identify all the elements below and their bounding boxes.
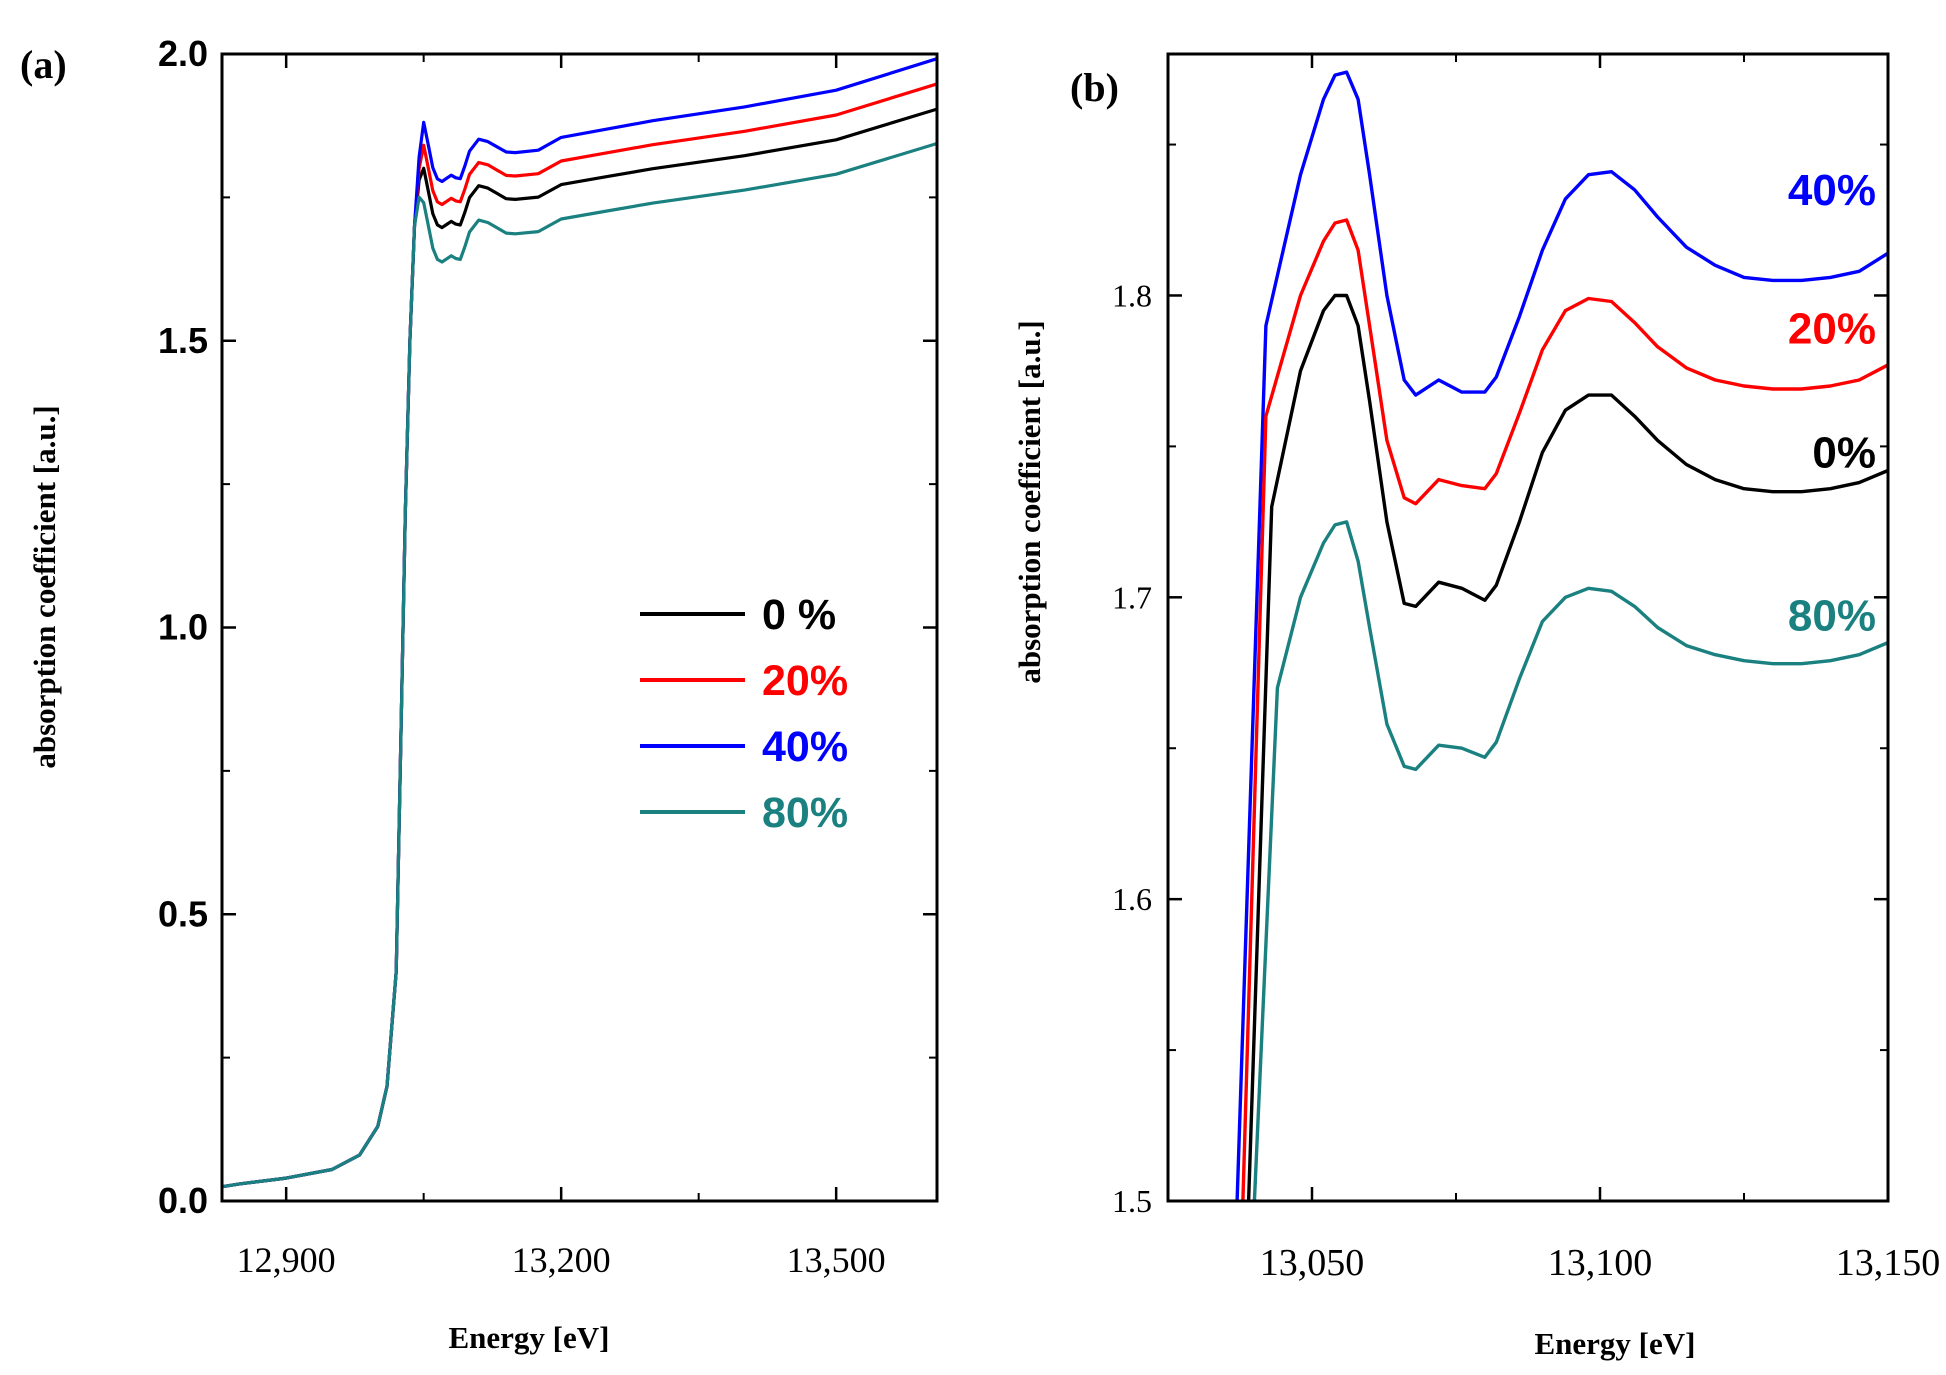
panel-a-y-tick-label: 0.5 — [158, 893, 208, 934]
annotation-20: 20% — [1788, 305, 1876, 354]
legend-label-0: 0 % — [762, 591, 836, 639]
panel-a-x-tick-label: 13,200 — [512, 1240, 611, 1280]
legend-label-20: 20% — [762, 657, 848, 705]
annotation-0: 0% — [1812, 428, 1876, 477]
panel-a-x-tick-label: 12,900 — [237, 1240, 336, 1280]
panel-b-y-tick-label: 1.6 — [1112, 881, 1152, 917]
panel-a-label: (a) — [20, 42, 67, 87]
panel-a-x-axis-title: Energy [eV] — [449, 1320, 610, 1355]
panel-b-annotations: 40% 20% 0% 80% — [1788, 166, 1876, 641]
panel-a-y-tick-label: 1.0 — [158, 607, 208, 648]
panel-a-series-80 — [222, 141, 937, 1189]
panel-a-x-tick-label: 13,500 — [787, 1240, 886, 1280]
panel-b-series-0 — [1246, 293, 1888, 1201]
legend-label-40: 40% — [762, 723, 848, 771]
panel-a-y-tick-label: 2.0 — [158, 33, 208, 74]
panel-a-y-axis: 0.0 0.5 1.0 1.5 2.0 — [158, 33, 937, 1221]
panel-a-y-axis-title: absorption coefficient [a.u.] — [27, 405, 62, 768]
panel-b-x-tick-label: 13,150 — [1836, 1242, 1941, 1284]
panel-b-x-tick-label: 13,100 — [1548, 1242, 1653, 1284]
panel-b-x-axis-title: Energy [eV] — [1535, 1326, 1696, 1361]
panel-a-legend: 0 % 20% 40% 80% — [640, 591, 848, 837]
panel-b-x-axis: 13,050 13,100 13,150 — [1167, 54, 1941, 1284]
panel-a: (a) 0.0 0.5 1.0 1.5 2.0 12,900 13,200 13,500 E… — [20, 33, 939, 1355]
panel-a-x-axis: 12,900 13,200 13,500 — [237, 54, 886, 1280]
panel-b-plot-area — [1235, 70, 1888, 1201]
panel-b-series-80 — [1252, 520, 1888, 1201]
panel-b-series-20 — [1241, 218, 1888, 1201]
panel-b-label: (b) — [1070, 65, 1119, 110]
panel-b-y-axis-title: absorption coefficient [a.u.] — [1012, 320, 1047, 683]
panel-b-series-40 — [1235, 70, 1888, 1201]
panel-a-plot-area — [222, 57, 937, 1189]
panel-b-y-tick-label: 1.8 — [1112, 277, 1152, 313]
annotation-40: 40% — [1788, 166, 1876, 215]
panel-b-y-tick-label: 1.7 — [1112, 579, 1152, 615]
panel-a-series-0 — [222, 107, 937, 1189]
panel-b-y-axis: 1.5 1.6 1.7 1.8 — [1112, 143, 1888, 1219]
panel-b-y-tick-label: 1.5 — [1112, 1183, 1152, 1219]
annotation-80: 80% — [1788, 591, 1876, 640]
panel-a-y-tick-label: 0.0 — [158, 1180, 208, 1221]
panel-b-frame — [1166, 52, 1890, 1203]
panel-b-x-tick-label: 13,050 — [1260, 1242, 1365, 1284]
panel-b: (b) 1.5 1.6 1.7 1.8 13,050 13,100 13,150 Ener… — [1012, 52, 1941, 1361]
legend-label-80: 80% — [762, 789, 848, 837]
panel-a-y-tick-label: 1.5 — [158, 320, 208, 361]
